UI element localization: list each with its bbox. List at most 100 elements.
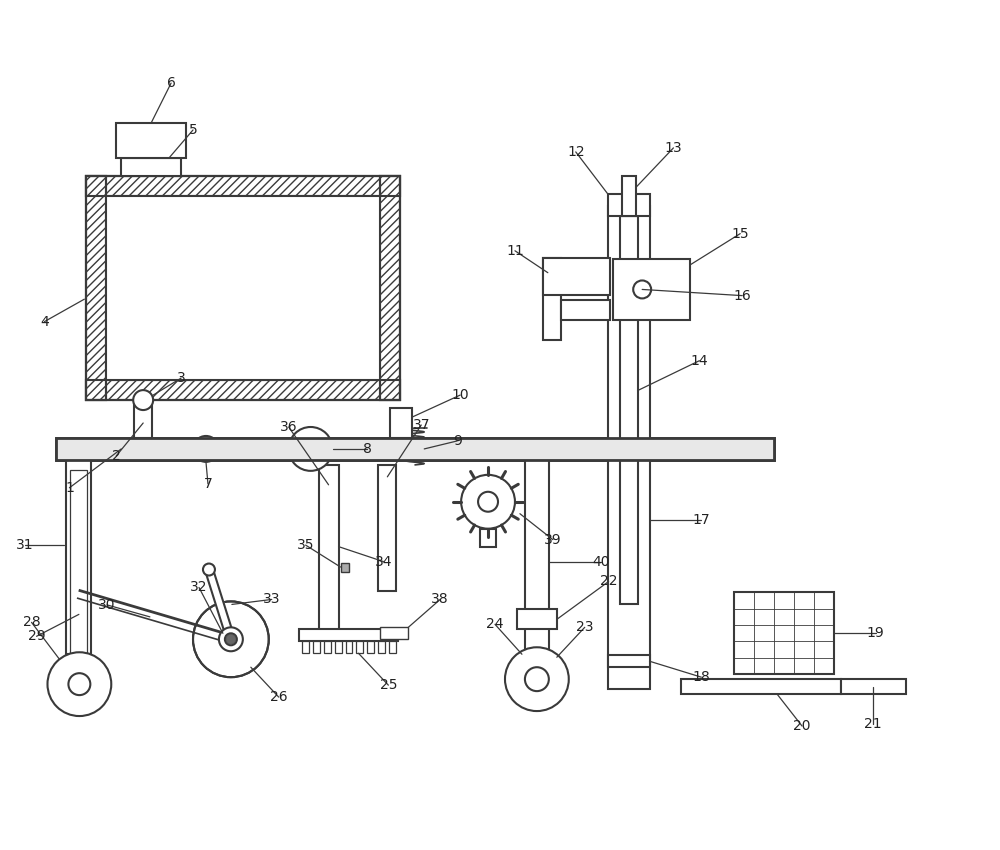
Bar [70, 470, 87, 654]
Text: 12: 12 [567, 144, 585, 159]
Text: 31: 31 [16, 537, 33, 552]
Text: 39: 39 [544, 533, 562, 547]
Text: 20: 20 [793, 719, 811, 733]
Text: 8: 8 [363, 442, 372, 456]
Text: 23: 23 [576, 620, 593, 634]
Text: 7: 7 [204, 477, 212, 490]
Bar [841, 679, 906, 694]
Bar [734, 592, 834, 674]
Text: 38: 38 [431, 592, 449, 606]
Bar [302, 641, 309, 654]
Bar [86, 176, 400, 196]
Circle shape [209, 609, 269, 669]
Bar [378, 465, 396, 592]
Bar [480, 529, 496, 547]
Text: 26: 26 [270, 690, 288, 704]
Polygon shape [205, 569, 235, 641]
Circle shape [505, 647, 569, 711]
Bar [525, 450, 549, 654]
Bar [608, 206, 650, 689]
Circle shape [289, 427, 333, 471]
Bar [56, 438, 774, 460]
Bar [121, 158, 181, 176]
Circle shape [226, 634, 236, 644]
Bar [390, 408, 412, 438]
Circle shape [193, 602, 269, 677]
Text: 22: 22 [600, 575, 617, 588]
Text: 5: 5 [189, 123, 197, 137]
Text: 2: 2 [112, 449, 121, 463]
Bar [543, 258, 610, 296]
Bar [341, 563, 349, 571]
Bar [299, 629, 398, 641]
Bar [622, 176, 636, 216]
Circle shape [525, 667, 549, 691]
Bar [517, 609, 557, 629]
Bar [106, 196, 380, 380]
Text: 1: 1 [65, 481, 74, 495]
Bar [86, 380, 400, 400]
Bar [86, 176, 106, 400]
Bar [86, 380, 400, 400]
Text: 18: 18 [692, 670, 710, 684]
Bar [608, 655, 650, 667]
Bar [356, 641, 363, 654]
Bar [561, 300, 610, 320]
Text: 14: 14 [691, 354, 708, 368]
Text: 40: 40 [592, 555, 609, 570]
Text: 6: 6 [167, 76, 176, 90]
Text: 37: 37 [413, 418, 430, 432]
Circle shape [193, 436, 219, 462]
Bar [324, 641, 331, 654]
Bar [116, 123, 186, 158]
Circle shape [133, 390, 153, 410]
Text: 28: 28 [23, 615, 40, 629]
Text: 35: 35 [297, 538, 314, 552]
Text: 34: 34 [375, 554, 392, 569]
Bar [346, 641, 352, 654]
Text: 13: 13 [665, 141, 682, 155]
Bar [613, 258, 690, 320]
Bar [335, 641, 342, 654]
Text: 10: 10 [451, 388, 469, 402]
Bar [56, 438, 774, 460]
Text: 4: 4 [40, 314, 49, 329]
Bar [66, 455, 91, 654]
Text: 25: 25 [380, 678, 397, 692]
Bar [378, 641, 385, 654]
Bar [380, 627, 408, 639]
Text: 30: 30 [98, 598, 116, 612]
Bar [543, 258, 561, 340]
Text: 29: 29 [28, 629, 45, 643]
Text: 19: 19 [867, 626, 885, 640]
Bar [380, 176, 400, 400]
Text: 33: 33 [263, 592, 280, 606]
Text: 3: 3 [177, 371, 185, 385]
Bar [134, 400, 152, 438]
Text: 36: 36 [280, 420, 298, 434]
Circle shape [225, 633, 237, 645]
Bar [319, 465, 339, 637]
Circle shape [461, 475, 515, 529]
Bar [681, 679, 841, 694]
Polygon shape [78, 591, 232, 643]
Text: 9: 9 [453, 434, 462, 448]
Bar [86, 176, 400, 196]
Text: 16: 16 [733, 289, 751, 303]
Circle shape [68, 673, 90, 695]
Bar [608, 194, 650, 216]
Bar [313, 641, 320, 654]
Circle shape [219, 627, 243, 651]
Text: 15: 15 [731, 227, 749, 241]
Bar [86, 176, 400, 400]
Circle shape [47, 652, 111, 716]
Text: 11: 11 [506, 244, 524, 258]
Bar [389, 641, 396, 654]
Circle shape [633, 280, 651, 298]
Bar [620, 216, 638, 604]
Text: 24: 24 [486, 617, 504, 632]
Bar [367, 641, 374, 654]
Bar [86, 176, 106, 400]
Text: 21: 21 [864, 717, 882, 731]
Circle shape [203, 564, 215, 575]
